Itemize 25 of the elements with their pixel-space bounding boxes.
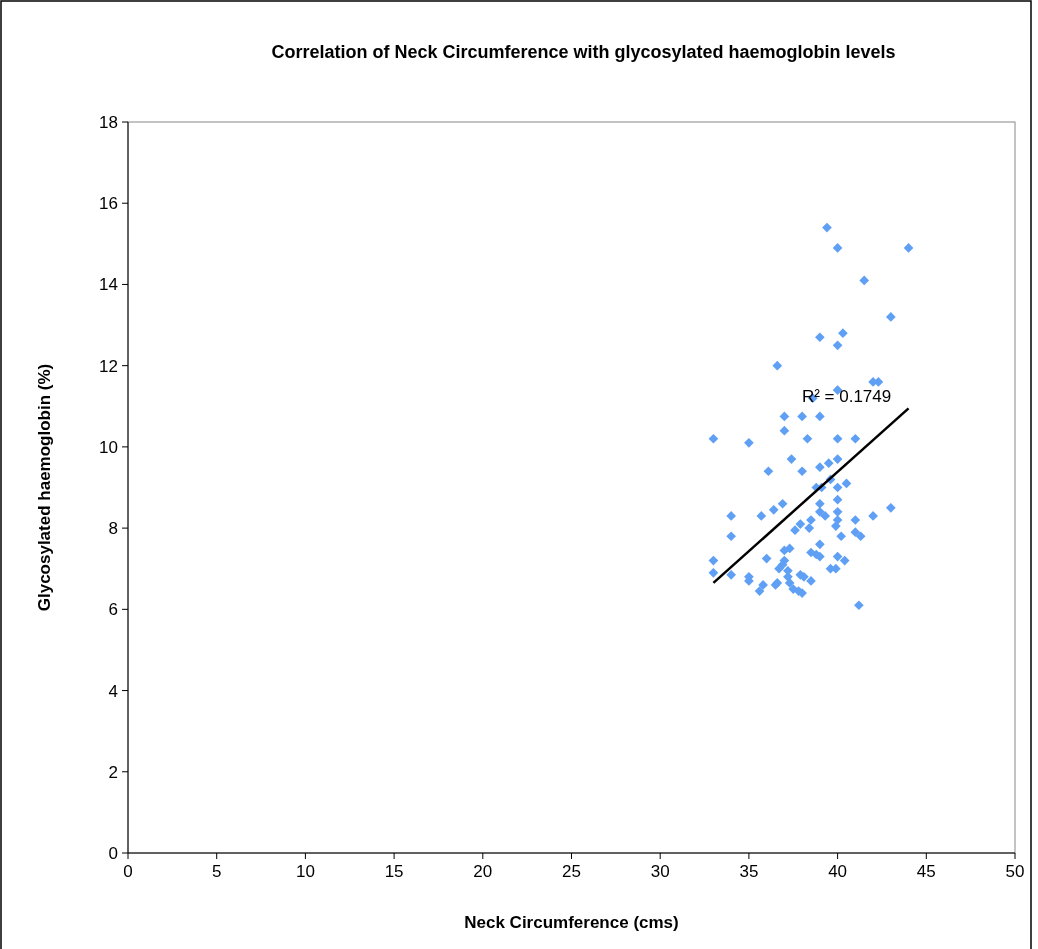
x-tick-label: 50 [1005, 862, 1025, 881]
x-tick-label: 10 [295, 862, 315, 881]
x-tick-label: 35 [739, 862, 759, 881]
chart-title: Correlation of Neck Circumference with glycosylated haemoglobin levels [271, 42, 896, 62]
y-tick-label: 4 [108, 681, 118, 701]
x-tick-label: 20 [473, 862, 493, 881]
y-tick-label: 2 [108, 762, 118, 782]
x-tick-label: 30 [650, 862, 670, 881]
x-tick-label: 40 [828, 862, 848, 881]
y-tick-label: 0 [108, 844, 118, 863]
y-tick-label: 6 [108, 600, 118, 620]
y-tick-label: 12 [99, 356, 118, 376]
x-tick-label: 45 [916, 862, 936, 881]
x-tick-label: 15 [384, 862, 404, 881]
y-tick-label: 14 [99, 275, 118, 295]
x-tick-label: 5 [211, 862, 222, 881]
y-tick-label: 16 [99, 194, 118, 214]
y-tick-label: 8 [108, 519, 118, 539]
y-tick-label: 10 [99, 437, 118, 457]
y-tick-label: 18 [99, 113, 118, 132]
x-tick-label: 0 [123, 862, 133, 881]
annotation: R² = 0.1749 [801, 387, 892, 407]
x-tick-label: 25 [562, 862, 581, 881]
x-axis-title: Neck Circumference (cms) [464, 913, 679, 932]
y-axis-title: Glycosylated haemoglobin (%) [35, 363, 54, 612]
